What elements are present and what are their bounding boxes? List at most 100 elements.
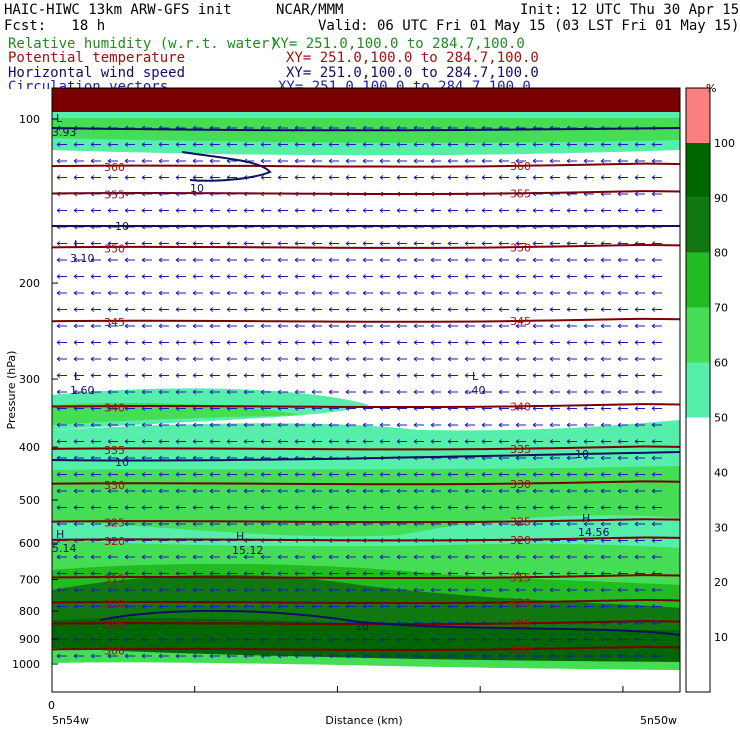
wind-vector: [158, 488, 169, 494]
wind-vector: [617, 604, 628, 609]
theta-contour-label: 340: [510, 401, 531, 414]
wind-vector: [141, 571, 152, 576]
wind-vector: [73, 653, 84, 659]
theta-contour-label: 315: [510, 572, 531, 585]
wind-vector: [260, 488, 271, 494]
wind-vector: [56, 340, 67, 345]
wind-vector: [141, 274, 152, 279]
wind-vector: [328, 488, 339, 494]
wind-vector: [141, 422, 152, 428]
y-tick-label: 800: [19, 605, 40, 618]
wind-vector: [651, 208, 662, 213]
wind-vector: [311, 422, 322, 428]
wind-vector: [464, 274, 475, 279]
wind-vector: [396, 208, 407, 213]
wind-vector: [515, 373, 526, 378]
wind-vector: [277, 488, 288, 494]
wind-vector: [294, 323, 305, 329]
wind-vector: [549, 455, 560, 461]
wind-vector: [192, 323, 203, 329]
wind-vector: [600, 587, 611, 593]
wind-vector: [56, 472, 67, 477]
wind-vector: [277, 274, 288, 279]
wind-vector: [90, 158, 101, 164]
wind-vector: [498, 241, 509, 246]
wind-vector: [430, 587, 441, 593]
theta-contour-label: 315: [104, 573, 125, 586]
wind-vector: [107, 571, 118, 576]
y-tick-label: 200: [19, 277, 40, 290]
wind-vector: [311, 653, 322, 659]
wind-vector: [447, 307, 458, 312]
wind-vector: [464, 323, 475, 329]
wind-vector: [379, 257, 390, 263]
wind-vector: [430, 241, 441, 246]
wind-vector: [277, 653, 288, 659]
wind-vector: [328, 158, 339, 164]
wind-vector: [277, 554, 288, 560]
wind-vector: [209, 257, 220, 263]
wind-vector: [583, 323, 594, 329]
wind-vector: [634, 521, 645, 527]
wind-vector: [464, 340, 475, 345]
wind-vector: [430, 158, 441, 164]
wind-vector: [430, 439, 441, 444]
wind-vector: [396, 571, 407, 576]
wind-vector: [498, 274, 509, 279]
wind-vector: [447, 422, 458, 428]
wind-vector: [73, 604, 84, 609]
wind-vector: [634, 389, 645, 395]
wind-vector: [379, 175, 390, 180]
wind-vector: [243, 290, 254, 296]
theta-contour-label: 340: [104, 402, 125, 415]
wind-vector: [515, 340, 526, 345]
wind-vector: [209, 389, 220, 395]
wind-vector: [532, 142, 543, 147]
wind-vector: [73, 505, 84, 510]
wind-vector: [600, 488, 611, 494]
wind-vector: [73, 290, 84, 296]
wind-vector: [311, 505, 322, 510]
wind-vector: [515, 422, 526, 428]
wind-vector: [56, 142, 67, 147]
wind-vector: [328, 571, 339, 576]
wind-vector: [362, 637, 373, 642]
wind-vector: [583, 604, 594, 609]
wind-vector: [158, 274, 169, 279]
wind-vector: [532, 439, 543, 444]
wind-vector: [362, 257, 373, 263]
wind-vector: [600, 356, 611, 362]
wind-vector: [124, 142, 135, 147]
wind-vector: [532, 406, 543, 411]
field-vectors-label: Circulation vectors: [8, 80, 169, 89]
wind-vector: [328, 439, 339, 444]
wind-vector: [124, 488, 135, 494]
wind-vector: [73, 142, 84, 147]
wind-vector: [311, 472, 322, 477]
wind-vector: [617, 554, 628, 560]
rh-band-top-dark: [52, 88, 680, 112]
wind-vector: [294, 208, 305, 213]
wind-vector: [277, 257, 288, 263]
wind-vector: [260, 241, 271, 246]
wind-vector: [498, 472, 509, 477]
wind-vector: [413, 505, 424, 510]
wind-vector: [107, 142, 118, 147]
wind-vector: [362, 340, 373, 345]
wind-vector: [481, 653, 492, 659]
wind-vector: [498, 356, 509, 362]
theta-contour: [51, 317, 681, 323]
wind-vector: [430, 637, 441, 642]
wind-vector: [600, 604, 611, 609]
wind-vector: [532, 637, 543, 642]
wind-vector: [447, 340, 458, 345]
wind-vector: [651, 554, 662, 560]
wind-vector: [209, 208, 220, 213]
wind-vector: [515, 257, 526, 263]
wind-vector: [107, 505, 118, 510]
wind-vector: [56, 587, 67, 593]
wind-vector: [124, 472, 135, 477]
wind-vector: [260, 323, 271, 329]
wind-vector: [634, 472, 645, 477]
wind-vector: [107, 307, 118, 312]
